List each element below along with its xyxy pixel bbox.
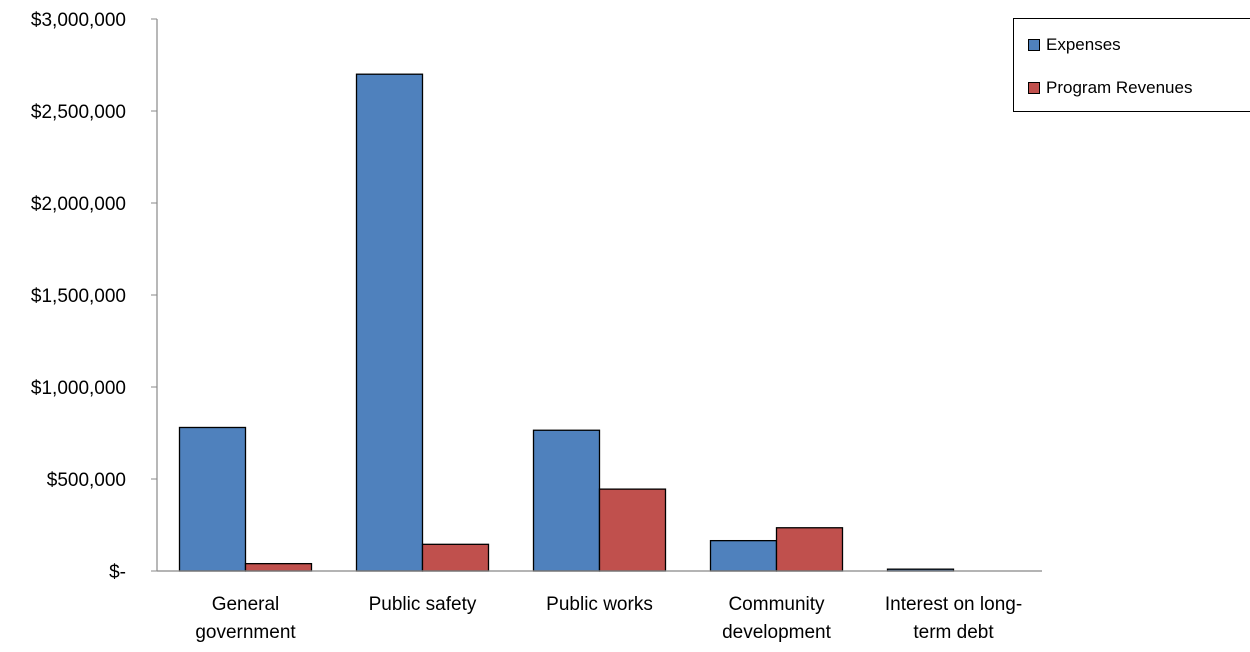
bar-program-revenues (244, 562, 313, 572)
x-tick-label-line: Interest on long- (885, 594, 1022, 615)
legend-swatch-expenses (1028, 39, 1040, 51)
bar-expenses (178, 426, 247, 572)
y-tick-label: $1,000,000 (31, 378, 126, 399)
y-tick-label: $3,000,000 (31, 10, 126, 31)
x-tick-label: Community development (722, 594, 832, 643)
x-tick-label-line: Community (728, 594, 825, 615)
x-tick-label: Public works (546, 594, 653, 615)
bars (178, 73, 955, 572)
bar-program-revenues (775, 527, 844, 572)
x-tick-label-line: Public safety (369, 594, 477, 615)
bar-program-revenues (598, 488, 667, 572)
x-tick-label-line: term debt (913, 622, 994, 643)
y-tick-label: $2,500,000 (31, 102, 126, 123)
legend-item-expenses: Expenses (1028, 35, 1121, 55)
legend: Expenses Program Revenues (1013, 18, 1250, 112)
x-tick-label: Public safety (369, 594, 477, 615)
bar-program-revenues (421, 543, 490, 572)
legend-label-program-revenues: Program Revenues (1046, 78, 1193, 97)
legend-label-expenses: Expenses (1046, 35, 1121, 54)
bar-expenses (532, 429, 601, 572)
x-tick-label-line: development (722, 622, 832, 643)
x-axis: General government Public safety Public wor… (157, 570, 1042, 643)
y-tick-label: $500,000 (47, 470, 126, 491)
bar-expenses (355, 73, 424, 572)
y-tick-label: $- (109, 562, 126, 583)
x-tick-label: Interest on long-term debt (885, 594, 1022, 643)
x-tick-label-line: Public works (546, 594, 653, 615)
y-axis: $- $500,000 $1,000,000 $1,500,000 $2,000,000… (31, 10, 158, 583)
x-tick-label-line: General (212, 594, 280, 615)
legend-swatch-program-revenues (1028, 82, 1040, 94)
x-tick-label: General government (195, 594, 296, 643)
x-tick-label-line: government (195, 622, 296, 643)
y-tick-label: $2,000,000 (31, 194, 126, 215)
y-tick-label: $1,500,000 (31, 286, 126, 307)
legend-item-program-revenues: Program Revenues (1028, 78, 1192, 98)
bar-expenses (709, 539, 778, 572)
